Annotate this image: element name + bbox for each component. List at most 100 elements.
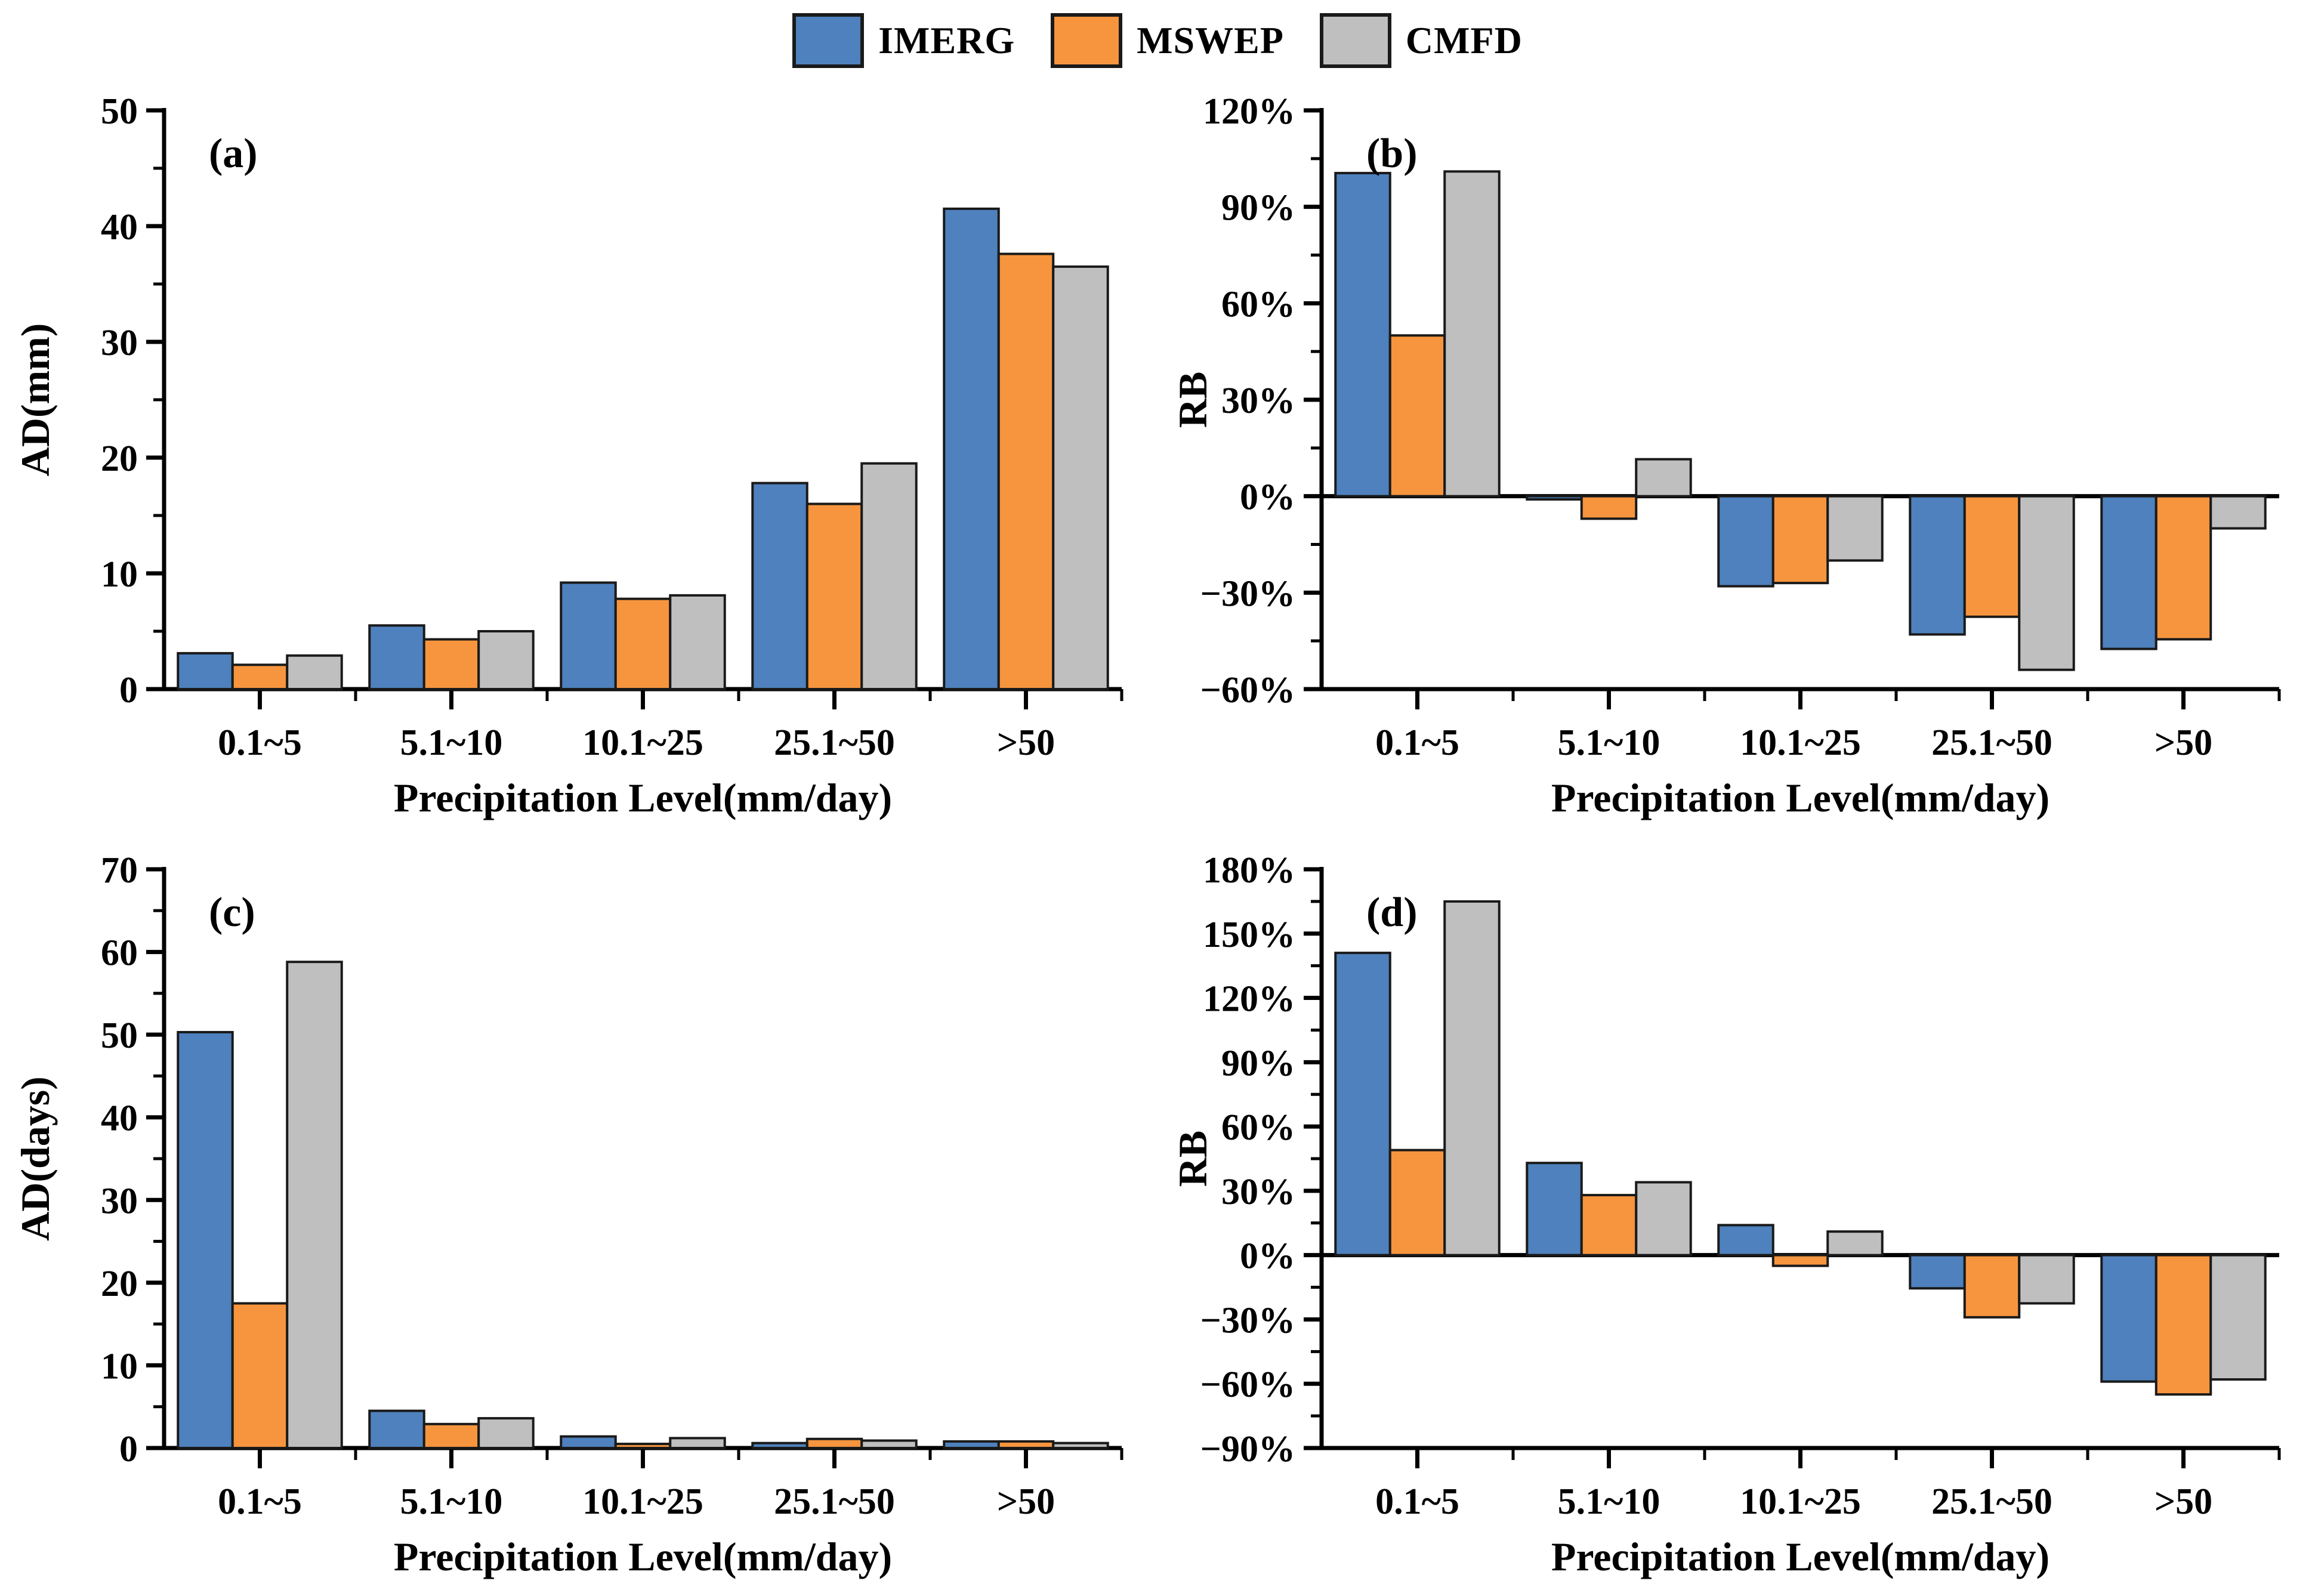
y-tick-label: 30 <box>101 1181 138 1221</box>
bar-imerg-3 <box>751 481 808 690</box>
bar-mswep-3 <box>805 502 863 690</box>
x-category-label: 5.1~10 <box>400 1481 503 1522</box>
imerg-swatch-icon <box>792 13 865 68</box>
bar-imerg-0 <box>1334 952 1391 1257</box>
bar-mswep-4 <box>997 1440 1055 1450</box>
y-tick-label: 0% <box>1240 1236 1295 1277</box>
bar-imerg-0 <box>1334 172 1391 498</box>
bar-cmfd-2 <box>1826 1230 1884 1257</box>
panel-grid: 0 10 20 30 40 50 0.1~5 5.1~10 10.1~25 25.1~50 >50 (… <box>0 78 2315 1596</box>
bar-cmfd-0 <box>1443 170 1501 498</box>
y-tick-label: −90% <box>1200 1429 1295 1470</box>
panel-label: (d) <box>1366 890 1418 936</box>
bar-imerg-2 <box>560 1435 617 1449</box>
x-category-label: 5.1~10 <box>1558 723 1660 763</box>
legend-item-imerg: IMERG <box>792 13 1015 68</box>
x-category-label: >50 <box>997 1481 1055 1522</box>
x-category-label: 0.1~5 <box>1375 723 1459 763</box>
y-tick-label: 0 <box>119 670 138 711</box>
bar-imerg-4 <box>2100 495 2157 650</box>
x-category-label: 25.1~50 <box>1931 1481 2052 1522</box>
bar-imerg-4 <box>2100 1254 2157 1383</box>
panel-label: (c) <box>209 890 255 936</box>
bar-imerg-3 <box>1909 1254 1966 1290</box>
legend-item-cmfd: CMFD <box>1319 13 1523 68</box>
bar-mswep-4 <box>997 252 1055 690</box>
y-tick-label: 10 <box>101 1346 138 1387</box>
x-category-label: 10.1~25 <box>1740 1481 1861 1522</box>
x-category-label: 5.1~10 <box>400 723 503 763</box>
bar-mswep-0 <box>1388 1149 1446 1257</box>
y-tick-label: 60 <box>101 933 138 974</box>
bar-imerg-4 <box>943 1440 1000 1450</box>
y-tick-label: 70 <box>101 850 138 891</box>
x-category-label: 0.1~5 <box>218 723 302 763</box>
bar-cmfd-1 <box>1635 458 1692 498</box>
y-tick-label: 30 <box>101 323 138 363</box>
y-tick-label: 150% <box>1203 915 1295 955</box>
x-category-label: >50 <box>2155 723 2212 763</box>
bar-mswep-1 <box>1580 495 1638 520</box>
x-category-label: 5.1~10 <box>1558 1481 1660 1522</box>
y-tick-label: 60% <box>1221 284 1295 325</box>
bar-mswep-0 <box>1388 334 1446 498</box>
y-tick-label: 50 <box>101 1015 138 1056</box>
bar-cmfd-0 <box>286 654 343 690</box>
x-category-label: 0.1~5 <box>1375 1481 1459 1522</box>
bar-mswep-4 <box>2155 1254 2212 1396</box>
bar-mswep-1 <box>422 638 480 691</box>
y-axis-title: RB <box>1170 372 1215 428</box>
panel-label: (b) <box>1366 131 1418 177</box>
bar-cmfd-4 <box>2209 495 2267 530</box>
y-tick-label: 20 <box>101 439 138 479</box>
y-tick-label: −60% <box>1200 1365 1295 1405</box>
bar-imerg-3 <box>751 1441 808 1450</box>
y-tick-label: 40 <box>101 207 138 248</box>
legend-label-imerg: IMERG <box>878 19 1015 61</box>
legend: IMERG MSWEP CMFD <box>0 5 2315 76</box>
y-tick-label: 120% <box>1203 979 1295 1020</box>
x-axis-title: Precipitation Level(mm/day) <box>1551 775 2049 820</box>
bar-mswep-2 <box>1771 1254 1829 1267</box>
bar-cmfd-0 <box>286 961 343 1449</box>
bar-imerg-2 <box>1717 1224 1774 1257</box>
bar-imerg-1 <box>368 624 425 690</box>
bar-imerg-0 <box>177 652 234 690</box>
y-tick-label: 0% <box>1240 477 1295 518</box>
mswep-swatch-icon <box>1051 13 1123 68</box>
bar-cmfd-3 <box>860 462 918 690</box>
bar-imerg-1 <box>1526 1162 1583 1257</box>
bar-imerg-4 <box>943 207 1000 690</box>
y-tick-label: 20 <box>101 1264 138 1304</box>
x-category-label: >50 <box>997 723 1055 763</box>
panel-c: 0 10 20 30 40 50 60 70 0.1~5 5.1~10 10.1~25 25.1~50… <box>0 836 1158 1595</box>
bar-imerg-2 <box>1717 495 1774 588</box>
y-tick-label: 10 <box>101 554 138 595</box>
y-tick-label: 90% <box>1221 188 1295 229</box>
bar-cmfd-2 <box>669 594 726 690</box>
bar-imerg-2 <box>560 581 617 691</box>
bar-mswep-3 <box>1963 495 2021 618</box>
bar-cmfd-4 <box>1052 265 1109 690</box>
bar-cmfd-0 <box>1443 900 1501 1257</box>
y-tick-label: 0 <box>119 1429 138 1470</box>
bar-imerg-1 <box>1526 495 1583 501</box>
bar-imerg-0 <box>177 1030 234 1449</box>
bar-mswep-2 <box>614 597 672 690</box>
bar-cmfd-1 <box>477 630 535 690</box>
chart-svg-a: 0 10 20 30 40 50 0.1~5 5.1~10 10.1~25 25.1~50 >50 (… <box>13 91 1123 820</box>
bar-cmfd-2 <box>669 1437 726 1449</box>
panel-b: −60% −30% 0% 30% 60% 90% 120% 0.1~5 5.1~10 10.1~2… <box>1158 78 2315 836</box>
y-tick-label: 60% <box>1221 1107 1295 1148</box>
y-axis-title: AD(days) <box>13 1076 58 1241</box>
y-tick-label: 180% <box>1203 850 1295 891</box>
y-tick-label: 30% <box>1221 381 1295 421</box>
bar-mswep-4 <box>2155 495 2212 641</box>
bar-mswep-0 <box>231 1302 289 1449</box>
bar-mswep-1 <box>1580 1194 1638 1257</box>
panel-label: (a) <box>209 131 258 177</box>
chart-svg-c: 0 10 20 30 40 50 60 70 0.1~5 5.1~10 10.1~25 25.1~50… <box>13 850 1123 1579</box>
bar-imerg-3 <box>1909 495 1966 636</box>
bar-cmfd-3 <box>860 1439 918 1449</box>
